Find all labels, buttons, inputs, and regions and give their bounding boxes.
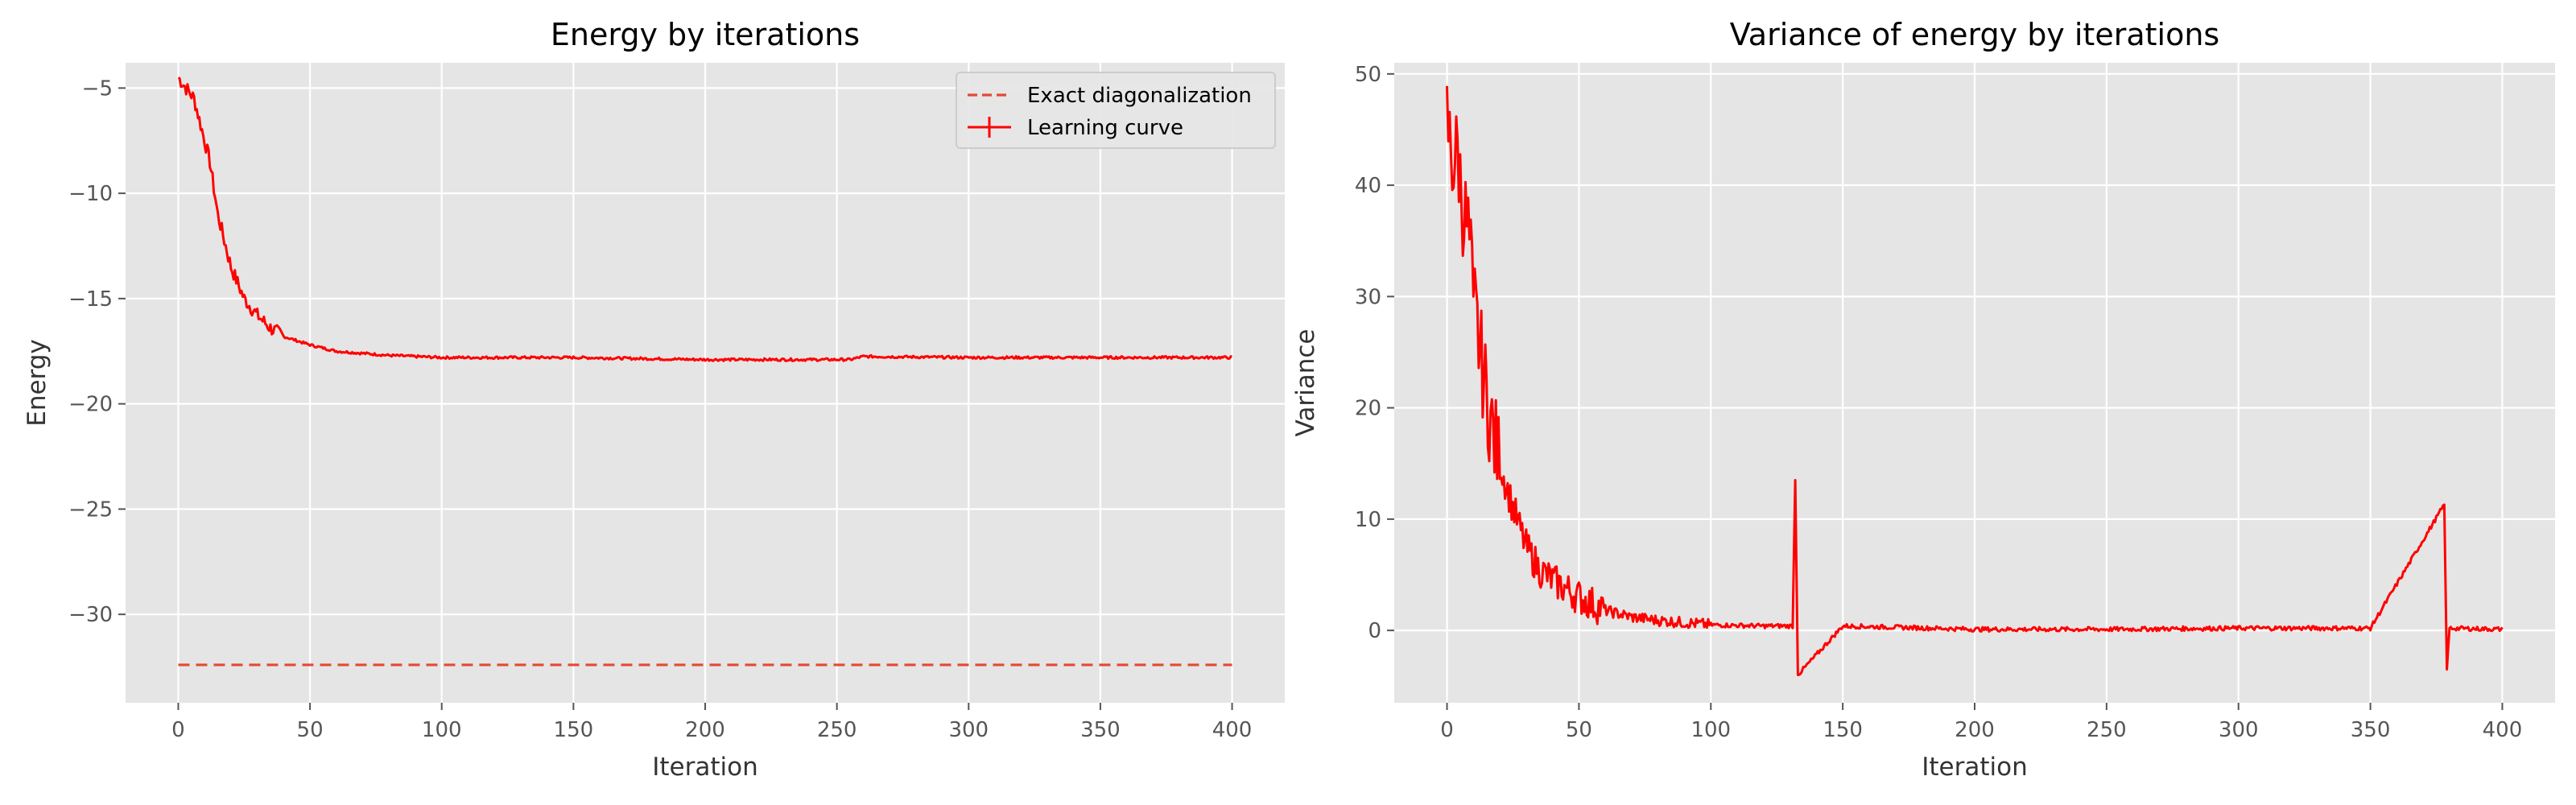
y-tick-label: −10 bbox=[68, 182, 113, 206]
y-tick-label: −25 bbox=[68, 497, 113, 522]
y-tick-label: 10 bbox=[1355, 508, 1381, 532]
y-axis-label: Energy bbox=[23, 339, 52, 427]
x-tick-label: 400 bbox=[1212, 718, 1253, 742]
x-axis-label: Iteration bbox=[652, 753, 758, 782]
y-tick-label: 30 bbox=[1355, 285, 1381, 309]
x-tick-label: 250 bbox=[2087, 718, 2127, 742]
x-tick-label: 100 bbox=[1690, 718, 1731, 742]
x-tick-label: 50 bbox=[297, 718, 324, 742]
x-tick-label: 200 bbox=[1955, 718, 1995, 742]
x-tick-label: 250 bbox=[817, 718, 857, 742]
legend-label: Exact diagonalization bbox=[1027, 84, 1252, 108]
legend-box bbox=[956, 72, 1276, 149]
y-tick-label: −30 bbox=[68, 603, 113, 627]
chart-title: Energy by iterations bbox=[551, 17, 860, 52]
x-tick-label: 300 bbox=[948, 718, 989, 742]
legend-label: Learning curve bbox=[1027, 116, 1183, 140]
x-tick-label: 0 bbox=[1440, 718, 1454, 742]
y-tick-label: −20 bbox=[68, 393, 113, 417]
x-tick-label: 50 bbox=[1566, 718, 1592, 742]
y-tick-label: −15 bbox=[68, 287, 113, 312]
energy-chart-panel: 0 50 100 150 200 250 300 350 400 −30 −25 −20 −15 −10 −… bbox=[23, 17, 1285, 782]
x-tick-label: 300 bbox=[2219, 718, 2259, 742]
y-tick-label: 0 bbox=[1368, 619, 1381, 643]
y-tick-label: 50 bbox=[1355, 63, 1381, 87]
x-axis-label: Iteration bbox=[1922, 753, 2028, 782]
y-tick-label: 20 bbox=[1355, 397, 1381, 421]
chart-title: Variance of energy by iterations bbox=[1730, 17, 2219, 52]
series-line-variance bbox=[1446, 85, 2504, 676]
x-tick-label: 350 bbox=[1080, 718, 1121, 742]
x-tick-label: 350 bbox=[2351, 718, 2391, 742]
x-tick-label: 150 bbox=[1823, 718, 1863, 742]
y-tick-label: 40 bbox=[1355, 174, 1381, 198]
variance-chart-panel: 0 50 100 150 200 250 300 350 400 0 10 20 30 40 50 Varia… bbox=[1291, 17, 2555, 782]
y-tick-label: −5 bbox=[82, 76, 113, 101]
x-tick-label: 150 bbox=[554, 718, 594, 742]
x-tick-label: 400 bbox=[2483, 718, 2523, 742]
legend: Exact diagonalization Learning curve bbox=[956, 72, 1276, 149]
x-tick-label: 200 bbox=[685, 718, 725, 742]
y-axis-label: Variance bbox=[1291, 329, 1320, 437]
x-tick-label: 0 bbox=[171, 718, 185, 742]
series-line-learning-curve bbox=[177, 76, 1232, 362]
x-tick-label: 100 bbox=[422, 718, 462, 742]
